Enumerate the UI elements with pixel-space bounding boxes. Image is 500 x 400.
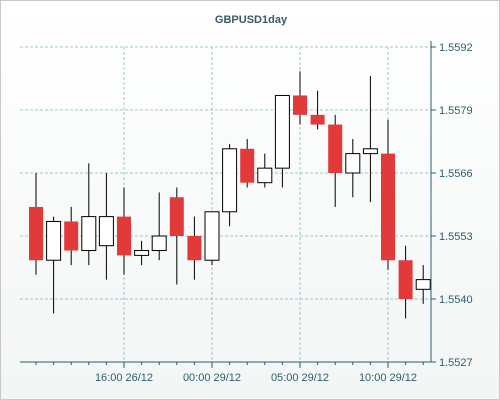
- candle: [117, 187, 131, 275]
- candle-body-bullish: [151, 235, 167, 252]
- candle: [222, 143, 238, 227]
- x-tick-label: 16:00 26/12: [95, 372, 153, 384]
- candle-body-bearish: [240, 148, 255, 183]
- candle-body-bearish: [29, 206, 43, 261]
- candle-body-bullish: [274, 94, 290, 169]
- candle: [169, 187, 184, 285]
- candle-body-bearish: [381, 153, 395, 261]
- candle-body-bullish: [204, 211, 220, 261]
- candle-body-bullish: [345, 153, 361, 174]
- x-tick-label: 05:00 29/12: [271, 372, 329, 384]
- candle-body-bearish: [328, 124, 343, 173]
- candle-body-bullish: [222, 148, 238, 213]
- y-tick-label: 1.5540: [439, 294, 473, 306]
- candle-body-bullish: [98, 216, 114, 247]
- candle: [187, 216, 202, 280]
- x-tick-label: 00:00 29/12: [183, 372, 241, 384]
- candle: [415, 265, 431, 304]
- candle-body-bearish: [187, 236, 202, 261]
- candle: [381, 119, 395, 270]
- candle: [134, 240, 150, 266]
- x-tick-label: 10:00 29/12: [359, 372, 417, 384]
- y-tick-label: 1.5592: [439, 42, 473, 54]
- candle-body-bullish: [46, 220, 62, 261]
- y-axis-ticks: 1.5527 1.5540 1.5553 1.5566 1.5579 1.5592: [431, 42, 473, 369]
- candle: [81, 163, 97, 266]
- candle-body-bullish: [415, 279, 431, 290]
- candle: [98, 173, 114, 280]
- candle-body-bullish: [81, 216, 97, 252]
- x-axis-ticks: 16:00 26/12 00:00 29/12 05:00 29/12 10:00 2…: [35, 362, 424, 384]
- y-tick-label: 1.5527: [439, 357, 473, 369]
- candle: [29, 173, 43, 275]
- candle: [151, 192, 167, 261]
- candle-body-bearish: [117, 216, 131, 256]
- candle: [204, 211, 220, 266]
- candle: [46, 216, 62, 314]
- candle: [240, 139, 255, 188]
- candle: [274, 94, 290, 188]
- chart-title: GBPUSD1day: [215, 14, 288, 26]
- candles: [29, 71, 431, 319]
- candle: [362, 76, 378, 203]
- candle: [398, 245, 413, 319]
- candle: [345, 139, 361, 198]
- candle-body-bearish: [169, 197, 184, 236]
- y-tick-label: 1.5553: [439, 231, 473, 243]
- candle-body-bullish: [257, 167, 273, 184]
- candle: [310, 90, 325, 130]
- candle-body-bearish: [64, 221, 79, 251]
- y-tick-label: 1.5566: [439, 168, 473, 180]
- candle: [293, 71, 307, 125]
- candle-body-bearish: [310, 114, 325, 125]
- candle: [257, 153, 273, 188]
- candle-body-bullish: [362, 148, 378, 155]
- candle-body-bearish: [293, 95, 307, 115]
- candle-body-bullish: [134, 250, 150, 256]
- candle: [64, 206, 79, 266]
- y-tick-label: 1.5579: [439, 105, 473, 117]
- candle: [328, 114, 343, 207]
- candle-body-bearish: [398, 260, 413, 299]
